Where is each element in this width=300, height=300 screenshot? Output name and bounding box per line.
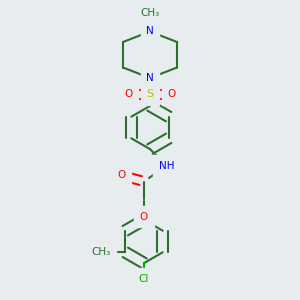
Text: N: N: [146, 26, 154, 37]
Text: O: O: [167, 89, 176, 100]
Text: Cl: Cl: [139, 274, 149, 284]
Text: CH₃: CH₃: [92, 247, 111, 257]
Text: O: O: [140, 212, 148, 222]
Text: O: O: [117, 170, 126, 181]
Text: N: N: [146, 73, 154, 83]
Text: S: S: [146, 89, 154, 100]
Text: NH: NH: [159, 160, 174, 171]
Text: CH₃: CH₃: [140, 8, 160, 19]
Text: O: O: [124, 89, 133, 100]
